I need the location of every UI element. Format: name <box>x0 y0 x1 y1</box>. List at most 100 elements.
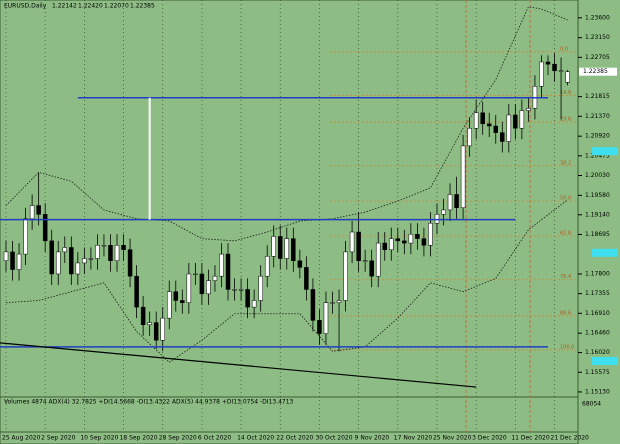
candle-body <box>375 242 381 277</box>
fib-label: 50.0 <box>560 196 571 202</box>
y-tick-label: 1.23150 <box>585 34 610 41</box>
candle-body <box>173 291 179 301</box>
y-tick-label: 1.17800 <box>585 270 610 277</box>
candle-body <box>506 114 512 142</box>
candle-body <box>3 251 9 261</box>
candle-body <box>271 236 276 257</box>
x-tick-label: 17 Nov 2020 <box>394 435 433 442</box>
candle-body <box>199 273 205 295</box>
candle-body <box>467 127 472 147</box>
candle-body <box>29 205 35 220</box>
bollinger-band <box>5 6 568 242</box>
symbol-title: EURUSD,Daily <box>4 3 47 10</box>
candle-body <box>513 114 518 129</box>
candle-body <box>297 260 303 268</box>
candle-body <box>480 112 485 125</box>
candle-body <box>317 320 322 334</box>
fib-label: 14.6 <box>560 90 571 96</box>
candle-body <box>454 194 459 208</box>
indicator-scale: 68054 <box>582 401 601 408</box>
x-tick-label: 2 Sep 2020 <box>41 435 75 442</box>
candle-body <box>395 238 401 242</box>
candle-body <box>127 249 133 277</box>
candle-body <box>415 233 420 239</box>
candle-body <box>284 238 290 259</box>
candle-body <box>369 260 374 277</box>
candle-body <box>167 291 172 319</box>
candle-body <box>304 267 309 290</box>
candle-body <box>251 300 257 308</box>
candle-body <box>330 302 335 304</box>
y-tick-label: 1.22705 <box>585 54 610 61</box>
candle-body <box>232 289 237 291</box>
x-tick-label: 28 Sep 2020 <box>159 435 197 442</box>
level-marker <box>592 147 618 156</box>
candle-body <box>323 302 329 334</box>
candle-body <box>219 253 224 277</box>
ohlc-value: 1.22142 <box>52 3 77 10</box>
candle-body <box>62 247 68 253</box>
candle-body <box>552 63 557 72</box>
y-tick-label: 1.20475 <box>585 152 610 159</box>
candle-body <box>362 260 368 262</box>
candle-body <box>278 236 283 259</box>
y-tick-label: 1.17355 <box>585 290 610 297</box>
candle-body <box>36 205 41 215</box>
candle-body <box>389 238 394 250</box>
candle-body <box>460 145 466 208</box>
x-tick-label: 10 Sep 2020 <box>80 435 118 442</box>
fib-label: 38.2 <box>560 160 571 166</box>
candle-body <box>356 231 361 261</box>
candle-body <box>49 240 54 275</box>
candle-body <box>42 214 48 242</box>
price-label-box <box>579 67 617 76</box>
plot-frame <box>0 0 579 444</box>
candle-body <box>441 209 446 215</box>
candle-body <box>539 61 544 87</box>
fib-label: 100.0 <box>560 344 574 350</box>
candle-body <box>493 125 498 133</box>
x-tick-label: 9 Nov 2020 <box>355 435 390 442</box>
x-tick-label: 3 Dec 2020 <box>472 435 507 442</box>
fib-label: 88.6 <box>560 310 571 316</box>
price-label: 1.22385 <box>583 68 608 75</box>
candle-body <box>147 322 152 326</box>
ohlc-value: 1.22070 <box>104 3 129 10</box>
candle-body <box>486 123 492 127</box>
x-tick-label: 22 Oct 2020 <box>276 435 313 442</box>
candle-body <box>500 132 505 142</box>
candle-body <box>69 247 74 275</box>
y-tick-label: 1.16460 <box>585 330 610 337</box>
fib-label: 23.6 <box>560 117 571 123</box>
candle-body <box>101 245 107 247</box>
candle-body <box>88 258 94 260</box>
candle-body <box>140 306 146 326</box>
candle-body <box>408 233 414 244</box>
candle-body <box>402 240 407 244</box>
y-tick-label: 1.16020 <box>585 349 610 356</box>
candle-body <box>565 71 570 83</box>
level-marker <box>592 356 618 365</box>
candle-body <box>291 238 296 261</box>
candle-body <box>212 275 218 281</box>
candle-body <box>258 275 263 301</box>
candle-body <box>75 262 81 275</box>
candle-body <box>153 322 159 341</box>
x-tick-label: 30 Oct 2020 <box>315 435 352 442</box>
y-tick-label: 1.23600 <box>585 14 610 21</box>
candle-body <box>108 245 113 261</box>
candle-body <box>114 245 120 261</box>
candle-body <box>473 112 479 129</box>
candle-body <box>160 317 165 341</box>
candle-body <box>206 280 211 295</box>
candle-body <box>245 289 250 308</box>
candle-body <box>10 251 15 270</box>
candle-body <box>526 108 531 111</box>
x-tick-label: 25 Aug 2020 <box>2 435 41 442</box>
bollinger-band <box>5 199 568 363</box>
candle-body <box>421 238 427 246</box>
y-tick-label: 1.20030 <box>585 172 610 179</box>
candle-body <box>349 231 355 253</box>
candle-body <box>558 70 564 72</box>
candle-body <box>186 273 192 303</box>
